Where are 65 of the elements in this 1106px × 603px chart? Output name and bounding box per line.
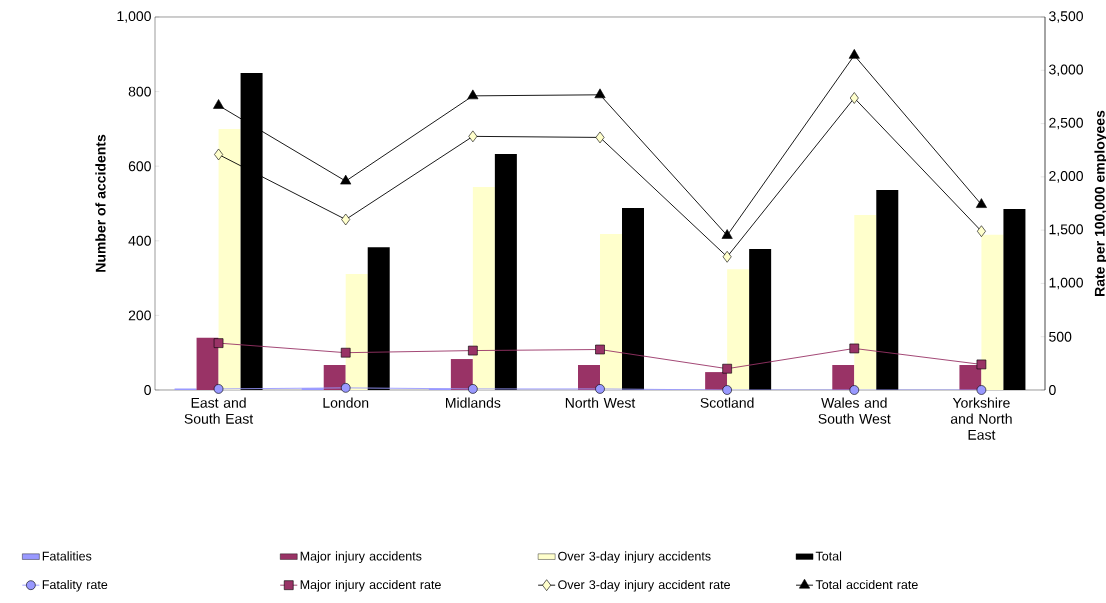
x-tick-label: East and South East xyxy=(184,397,254,424)
point xyxy=(848,49,860,59)
x-tick-label: Yorkshire and North East xyxy=(950,397,1012,440)
point xyxy=(849,343,860,354)
point xyxy=(595,344,605,355)
y2-tick-label: 2,500 xyxy=(1049,117,1083,130)
y-tick-label: 800 xyxy=(128,86,151,97)
bar xyxy=(727,269,750,390)
point xyxy=(722,250,732,263)
point xyxy=(213,338,224,348)
x-tick-label: Wales and South West xyxy=(818,397,891,424)
y2-tick-label: 3,000 xyxy=(1049,64,1083,77)
point xyxy=(595,131,605,144)
legend-label: Over 3-day injury accidents xyxy=(558,551,711,564)
x-tick-label: London xyxy=(323,397,369,408)
bar xyxy=(494,153,517,390)
point xyxy=(722,385,732,395)
bar xyxy=(218,128,241,390)
y2-tick-label: 2,000 xyxy=(1049,171,1083,183)
x-tick-label: Midlands xyxy=(446,397,501,408)
y2-tick-label: 3,500 xyxy=(1049,11,1083,23)
y-tick-label: 0 xyxy=(144,385,151,395)
y2-tick-label: 1,000 xyxy=(1049,277,1083,290)
bar xyxy=(450,359,473,390)
x-tick-label: Scotland xyxy=(700,397,754,408)
point xyxy=(341,213,351,226)
legend-label: Major injury accidents xyxy=(300,551,422,564)
point xyxy=(340,383,351,393)
y-tick-label: 600 xyxy=(128,161,151,172)
point xyxy=(595,384,605,394)
legend-label: Total accident rate xyxy=(815,579,918,590)
y-axis-title: Number of accidents xyxy=(95,134,106,272)
point xyxy=(213,384,224,394)
point xyxy=(722,363,732,374)
point xyxy=(468,345,478,356)
legend-label: Total xyxy=(815,551,842,561)
point xyxy=(976,359,987,370)
legend-label: Over 3-day injury accident rate xyxy=(558,579,730,592)
x-tick-label: North West xyxy=(565,397,636,408)
y-tick-label: 400 xyxy=(128,235,151,246)
y-tick-label: 200 xyxy=(128,310,151,321)
bar xyxy=(472,187,495,390)
point xyxy=(849,385,860,395)
bar xyxy=(600,234,622,390)
y-tick-label: 1,000 xyxy=(117,11,151,23)
point xyxy=(468,384,478,394)
bar xyxy=(345,273,368,390)
point xyxy=(976,385,987,395)
legend-label: Fatality rate xyxy=(42,579,108,592)
point xyxy=(721,229,733,239)
point xyxy=(340,347,351,358)
point xyxy=(594,88,606,99)
y2-tick-label: 500 xyxy=(1049,331,1072,342)
bar xyxy=(854,215,877,390)
bar xyxy=(832,365,855,390)
legend-label: Major injury accident rate xyxy=(300,579,441,592)
point xyxy=(849,92,859,104)
y2-tick-label: 0 xyxy=(1049,385,1056,395)
point xyxy=(468,130,478,143)
point xyxy=(213,99,225,109)
y2-tick-label: 1,500 xyxy=(1049,224,1083,236)
legend-label: Fatalities xyxy=(42,551,92,561)
point xyxy=(340,174,352,185)
point xyxy=(975,198,987,208)
point xyxy=(467,89,479,100)
